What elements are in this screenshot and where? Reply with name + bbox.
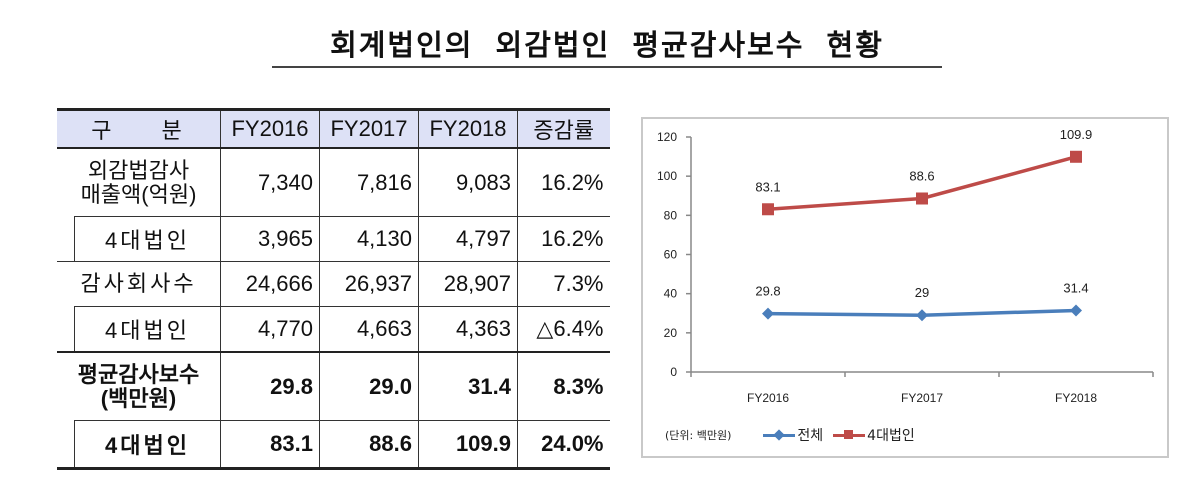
row-label: 4대법인 (74, 306, 221, 352)
chart-plot-area: 0 20 40 60 80 100 120 FY2016 FY2017 FY2018 29.8 29 3… (657, 127, 1154, 405)
row-label: 감사회사수 (57, 261, 221, 307)
y-tick-label: 40 (664, 287, 678, 301)
cell-fy2018: 31.4 (418, 351, 518, 421)
chart-legend: (단위: 백만원) 전체 4대법인 (665, 425, 925, 445)
line-chart: 0 20 40 60 80 100 120 FY2016 FY2017 FY2018 29.8 29 3… (641, 117, 1169, 458)
table-row: 4대법인 83.1 88.6 109.9 24.0% (57, 420, 610, 469)
square-marker-icon (762, 203, 774, 216)
cell-change-rate: 16.2% (517, 216, 610, 262)
legend-item-total: 전체 (763, 425, 823, 445)
y-tick-label: 20 (664, 326, 678, 340)
square-marker-icon (833, 429, 866, 441)
header-fy2018: FY2018 (418, 109, 518, 149)
cell-fy2018: 109.9 (418, 420, 518, 469)
cell-fy2018: 4,363 (418, 306, 518, 352)
cell-fy2018: 28,907 (418, 261, 518, 307)
cell-fy2016: 24,666 (220, 261, 320, 307)
diamond-marker-icon (1070, 304, 1082, 317)
cell-fy2017: 4,663 (319, 306, 419, 352)
square-marker-icon (1070, 150, 1082, 163)
data-label: 88.6 (909, 168, 934, 183)
y-tick-label: 60 (664, 248, 678, 262)
data-label: 109.9 (1060, 127, 1093, 142)
square-marker-icon (916, 192, 928, 205)
table-row: 감사회사수 24,666 26,937 28,907 7.3% (57, 261, 610, 307)
table-row: 외감법감사 매출액(억원) 7,340 7,816 9,083 16.2% (57, 147, 610, 217)
x-tick-label: FY2016 (747, 391, 789, 405)
x-tick-label: FY2017 (901, 391, 943, 405)
row-label: 외감법감사 매출액(억원) (57, 147, 221, 217)
cell-fy2016: 7,340 (220, 147, 320, 217)
audit-fee-table: 구 분 FY2016 FY2017 FY2018 증감률 외감법감사 매출액(억원… (57, 108, 610, 470)
cell-fy2017: 88.6 (319, 420, 419, 469)
diamond-marker-icon (763, 429, 796, 441)
row-label: 4대법인 (74, 420, 221, 469)
header-fy2017: FY2017 (319, 109, 419, 149)
table-header-row: 구 분 FY2016 FY2017 FY2018 증감률 (57, 109, 610, 149)
table-row: 4대법인 3,965 4,130 4,797 16.2% (57, 216, 610, 262)
y-tick-label: 120 (657, 130, 677, 144)
cell-change-rate: △6.4% (517, 306, 610, 352)
cell-fy2017: 7,816 (319, 147, 419, 217)
diamond-marker-icon (916, 309, 928, 322)
cell-fy2017: 4,130 (319, 216, 419, 262)
data-label: 29 (915, 285, 929, 300)
data-label: 29.8 (755, 284, 780, 299)
cell-change-rate: 16.2% (517, 147, 610, 217)
header-category: 구 분 (57, 109, 221, 149)
unit-note: (단위: 백만원) (665, 429, 732, 442)
cell-change-rate: 8.3% (517, 351, 610, 421)
cell-fy2018: 4,797 (418, 216, 518, 262)
data-label: 31.4 (1063, 281, 1088, 296)
cell-change-rate: 7.3% (517, 261, 610, 307)
x-tick-label: FY2018 (1055, 391, 1097, 405)
row-label: 4대법인 (74, 216, 221, 262)
cell-fy2016: 4,770 (220, 306, 320, 352)
y-tick-label: 80 (664, 208, 678, 222)
cell-fy2016: 3,965 (220, 216, 320, 262)
diamond-marker-icon (762, 307, 774, 320)
y-tick-label: 100 (657, 169, 677, 183)
cell-fy2016: 29.8 (220, 351, 320, 421)
cell-change-rate: 24.0% (517, 420, 610, 469)
data-label: 83.1 (755, 179, 780, 194)
page-title: 회계법인의 외감법인 평균감사보수 현황 (272, 26, 942, 68)
cell-fy2017: 26,937 (319, 261, 419, 307)
cell-fy2016: 83.1 (220, 420, 320, 469)
cell-fy2018: 9,083 (418, 147, 518, 217)
legend-item-big4: 4대법인 (833, 425, 915, 445)
table-row: 평균감사보수 (백만원) 29.8 29.0 31.4 8.3% (57, 351, 610, 421)
row-label: 평균감사보수 (백만원) (57, 351, 221, 421)
header-change-rate: 증감률 (517, 109, 610, 149)
y-tick-label: 0 (670, 365, 677, 379)
header-fy2016: FY2016 (220, 109, 320, 149)
table-row: 4대법인 4,770 4,663 4,363 △6.4% (57, 306, 610, 352)
cell-fy2017: 29.0 (319, 351, 419, 421)
